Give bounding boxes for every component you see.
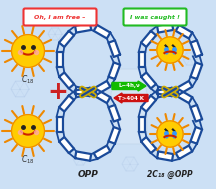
Polygon shape bbox=[94, 25, 110, 39]
Text: L~4h,ν: L~4h,ν bbox=[118, 84, 140, 88]
Polygon shape bbox=[75, 88, 91, 97]
Polygon shape bbox=[191, 40, 202, 57]
FancyArrow shape bbox=[112, 81, 146, 91]
Polygon shape bbox=[75, 23, 91, 33]
Polygon shape bbox=[139, 117, 145, 132]
Polygon shape bbox=[141, 137, 156, 153]
Polygon shape bbox=[141, 95, 156, 112]
Polygon shape bbox=[157, 87, 173, 96]
Polygon shape bbox=[108, 105, 120, 122]
Polygon shape bbox=[176, 90, 192, 103]
Polygon shape bbox=[59, 72, 74, 88]
Polygon shape bbox=[176, 146, 192, 159]
Polygon shape bbox=[94, 90, 110, 103]
Polygon shape bbox=[108, 40, 120, 57]
FancyArrow shape bbox=[114, 93, 148, 103]
Polygon shape bbox=[59, 137, 74, 153]
Polygon shape bbox=[176, 81, 192, 94]
Polygon shape bbox=[94, 81, 110, 94]
Polygon shape bbox=[157, 23, 173, 33]
Polygon shape bbox=[191, 105, 202, 122]
Polygon shape bbox=[141, 31, 156, 47]
Polygon shape bbox=[157, 88, 173, 97]
Polygon shape bbox=[191, 127, 202, 144]
Polygon shape bbox=[139, 52, 145, 67]
Polygon shape bbox=[111, 69, 147, 144]
Polygon shape bbox=[176, 25, 192, 39]
Text: OPP: OPP bbox=[78, 170, 98, 179]
Polygon shape bbox=[59, 95, 74, 112]
Text: I was caught !: I was caught ! bbox=[130, 15, 180, 19]
Polygon shape bbox=[108, 127, 120, 144]
Polygon shape bbox=[94, 146, 110, 159]
Polygon shape bbox=[141, 72, 156, 88]
Text: $C_{18}$: $C_{18}$ bbox=[21, 74, 35, 87]
Polygon shape bbox=[191, 62, 202, 79]
Polygon shape bbox=[75, 87, 91, 96]
Circle shape bbox=[157, 121, 183, 147]
Polygon shape bbox=[157, 151, 173, 161]
Polygon shape bbox=[59, 31, 74, 47]
Circle shape bbox=[12, 35, 44, 67]
Circle shape bbox=[157, 37, 183, 63]
Text: Oh, I am free –: Oh, I am free – bbox=[34, 15, 86, 19]
Text: 2C₁₈ @OPP: 2C₁₈ @OPP bbox=[147, 170, 193, 179]
Text: $C_{18}$: $C_{18}$ bbox=[21, 154, 35, 167]
Text: +: + bbox=[48, 80, 68, 104]
Polygon shape bbox=[75, 151, 91, 161]
FancyBboxPatch shape bbox=[124, 9, 186, 26]
Polygon shape bbox=[57, 52, 64, 67]
Text: T>404 K: T>404 K bbox=[118, 95, 144, 101]
Polygon shape bbox=[108, 62, 120, 79]
Circle shape bbox=[12, 115, 44, 147]
Polygon shape bbox=[57, 117, 64, 132]
FancyBboxPatch shape bbox=[24, 9, 97, 26]
